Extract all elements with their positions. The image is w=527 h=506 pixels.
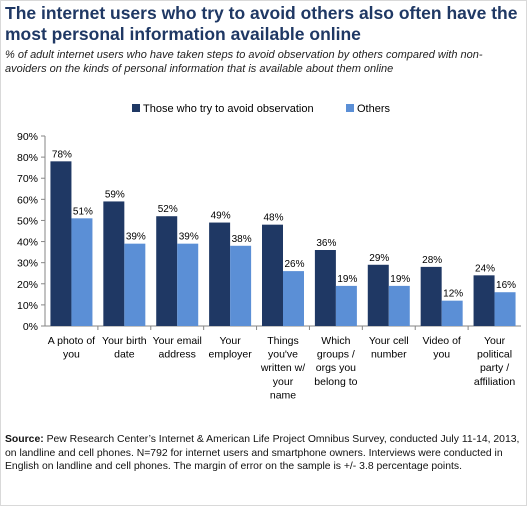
x-category-label: Your birth date [102, 335, 147, 361]
bar-series-1 [262, 224, 283, 326]
x-category-label: Your political party / affiliation [474, 335, 515, 388]
y-tick-label: 30% [17, 258, 38, 270]
chart-title: The internet users who try to avoid othe… [5, 3, 518, 44]
x-category-line: Your [220, 335, 242, 347]
x-category-line: A photo of [48, 335, 95, 347]
x-category-line: orgs you [316, 362, 356, 374]
x-category-line: your [273, 376, 294, 388]
y-tick-label: 70% [17, 173, 38, 185]
bar-series-2 [388, 285, 410, 326]
data-label: 12% [443, 289, 463, 300]
y-tick-label: 80% [17, 152, 38, 164]
data-label: 38% [232, 234, 252, 245]
bar-series-1 [103, 201, 125, 326]
x-category-line: Your email [153, 335, 202, 347]
x-category-line: number [371, 349, 407, 361]
data-label: 52% [158, 204, 178, 215]
x-category-label: Your employer [209, 335, 253, 361]
bar-series-1 [420, 266, 442, 326]
x-category-line: name [270, 389, 296, 401]
bar-series-1 [50, 161, 72, 326]
legend-swatch-2 [346, 104, 354, 112]
x-category-line: you [63, 349, 80, 361]
legend-label: Those who try to avoid observation [143, 103, 314, 115]
x-category-line: Video of [422, 335, 460, 347]
x-category-line: Your cell [369, 335, 409, 347]
bar-series-2 [494, 292, 516, 326]
bar-series-2 [335, 285, 357, 326]
bar-series-2 [230, 245, 252, 326]
x-category-label: Which groups / orgs you belong to [314, 335, 357, 388]
x-category-label: Things you've written w/your name [260, 335, 305, 401]
x-category-line: written w/ [260, 362, 305, 374]
bar-series-1 [156, 216, 178, 326]
x-category-line: you [433, 349, 450, 361]
y-tick-label: 50% [17, 215, 38, 227]
data-label: 19% [390, 274, 410, 285]
source-note: Source: Pew Research Center’s Internet &… [5, 433, 520, 474]
data-label: 19% [337, 274, 357, 285]
x-category-line: political [477, 349, 512, 361]
bar-series-2 [124, 243, 146, 326]
y-tick-label: 0% [23, 321, 38, 333]
y-tick-label: 40% [17, 237, 38, 249]
x-category-label: A photo of you [48, 335, 95, 361]
x-category-line: party / [480, 362, 509, 374]
bar-series-2 [283, 271, 304, 326]
source-text: Pew Research Center’s Internet & America… [5, 434, 520, 472]
y-tick-label: 90% [17, 131, 38, 143]
bar-series-1 [367, 264, 389, 326]
x-category-line: address [159, 349, 196, 361]
data-label: 24% [475, 263, 495, 274]
bar-series-1 [209, 222, 231, 326]
bar-series-1 [314, 250, 336, 326]
bar-series-1 [473, 275, 495, 326]
data-label: 39% [126, 232, 146, 243]
data-label: 48% [263, 213, 283, 224]
bar-series-2 [71, 218, 93, 326]
source-label: Source: [5, 434, 44, 445]
x-category-line: Your birth [102, 335, 147, 347]
x-category-line: employer [209, 349, 253, 361]
data-label: 36% [316, 238, 336, 249]
data-label: 28% [422, 255, 442, 266]
data-label: 39% [179, 232, 199, 243]
x-category-line: belong to [314, 376, 357, 388]
legend-label: Others [357, 103, 391, 115]
x-category-line: groups / [317, 349, 355, 361]
data-label: 49% [211, 211, 231, 222]
x-category-label: Your cell number [369, 335, 409, 361]
x-category-line: affiliation [474, 376, 515, 388]
x-category-line: Things [267, 335, 299, 347]
data-label: 51% [73, 206, 93, 217]
data-label: 59% [105, 189, 125, 200]
x-category-label: Your email address [153, 335, 202, 361]
chart-subtitle: % of adult internet users who have taken… [5, 49, 483, 75]
y-tick-label: 10% [17, 300, 38, 312]
x-category-line: Which [321, 335, 350, 347]
data-label: 16% [496, 280, 516, 291]
data-label: 78% [52, 149, 72, 160]
y-tick-label: 60% [17, 194, 38, 206]
x-category-line: you've [268, 349, 298, 361]
data-label: 26% [284, 259, 304, 270]
bar-series-2 [441, 300, 463, 326]
bar-chart: 0% 10% 20% 30% 40% 50% 60% 70% 80% 90% 78% 51% A pho… [17, 103, 521, 401]
x-category-label: Video of you [422, 335, 460, 361]
bar-series-2 [177, 243, 199, 326]
y-tick-label: 20% [17, 279, 38, 291]
data-label: 29% [369, 253, 389, 264]
legend-swatch-1 [132, 104, 140, 112]
x-category-line: Your [484, 335, 506, 347]
x-category-line: date [114, 349, 135, 361]
